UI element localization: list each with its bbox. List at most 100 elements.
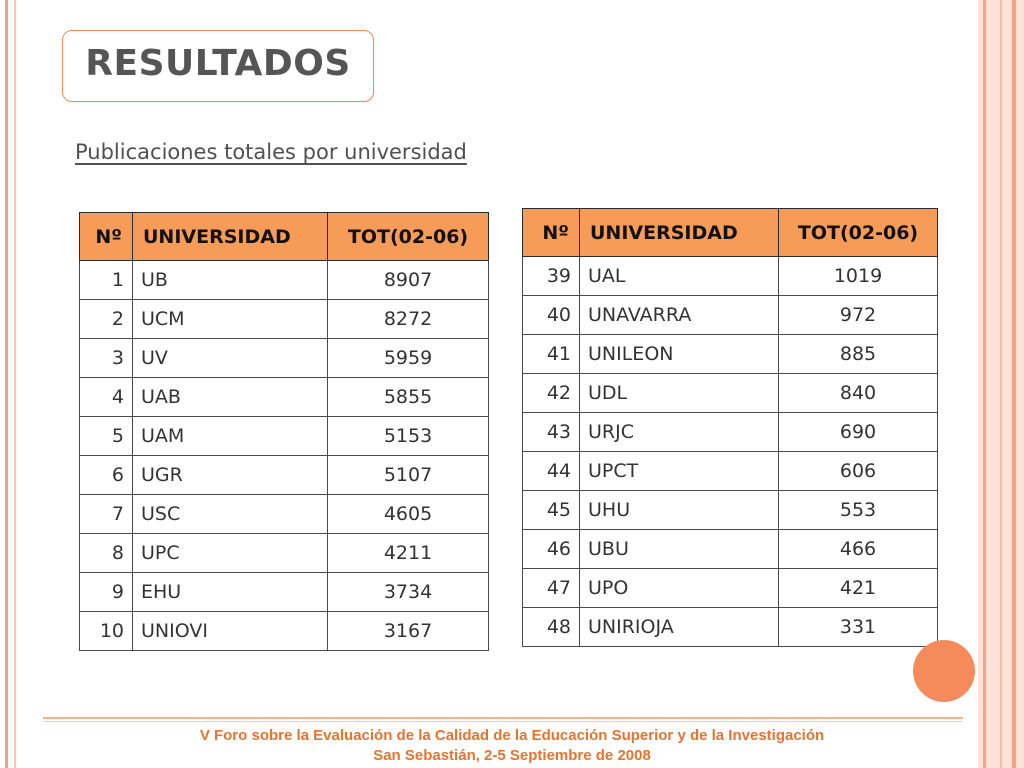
right-border-line (983, 0, 986, 768)
right-border-line (1012, 0, 1016, 768)
cell-university: UBU (579, 529, 779, 569)
cell-total: 331 (778, 607, 938, 647)
cell-total: 4605 (327, 494, 489, 534)
cell-number: 39 (522, 256, 580, 296)
cell-number: 6 (79, 455, 133, 495)
cell-number: 2 (79, 299, 133, 339)
cell-university: UNIRIOJA (579, 607, 779, 647)
table-row: 43 URJC 690 (522, 412, 938, 452)
table-body: 1 UB 8907 2 UCM 8272 3 UV 5959 4 UAB 5855 5 UAM 51… (79, 260, 489, 651)
table-body: 39 UAL 1019 40 UNAVARRA 972 41 UNILEON 885 42 U… (522, 256, 938, 647)
ranking-table-top: Nº UNIVERSIDAD TOT(02-06) 1 UB 8907 2 UCM 82… (79, 212, 489, 651)
cell-total: 421 (778, 568, 938, 608)
cell-number: 48 (522, 607, 580, 647)
table-row: 7 USC 4605 (79, 494, 489, 534)
title-box: RESULTADOS (62, 30, 374, 102)
table-row: 1 UB 8907 (79, 260, 489, 300)
cell-number: 41 (522, 334, 580, 374)
table-row: 48 UNIRIOJA 331 (522, 607, 938, 647)
header-university: UNIVERSIDAD (132, 212, 328, 261)
table-row: 47 UPO 421 (522, 568, 938, 608)
cell-university: EHU (132, 572, 328, 612)
cell-number: 44 (522, 451, 580, 491)
cell-total: 8272 (327, 299, 489, 339)
cell-university: UPC (132, 533, 328, 573)
table-row: 40 UNAVARRA 972 (522, 295, 938, 335)
table-row: 44 UPCT 606 (522, 451, 938, 491)
cell-university: UGR (132, 455, 328, 495)
header-university: UNIVERSIDAD (579, 208, 779, 257)
cell-university: UAB (132, 377, 328, 417)
slide-subtitle: Publicaciones totales por universidad (75, 140, 467, 164)
cell-university: UV (132, 338, 328, 378)
cell-number: 3 (79, 338, 133, 378)
cell-number: 10 (79, 611, 133, 651)
cell-number: 7 (79, 494, 133, 534)
cell-number: 40 (522, 295, 580, 335)
footer-divider (43, 721, 963, 722)
cell-number: 46 (522, 529, 580, 569)
cell-total: 5107 (327, 455, 489, 495)
cell-number: 5 (79, 416, 133, 456)
cell-total: 553 (778, 490, 938, 530)
cell-total: 5153 (327, 416, 489, 456)
header-total: TOT(02-06) (327, 212, 489, 261)
cell-number: 8 (79, 533, 133, 573)
cell-university: UPO (579, 568, 779, 608)
header-number: Nº (79, 212, 133, 261)
header-number: Nº (522, 208, 580, 257)
left-border-line (14, 0, 16, 768)
cell-university: UCM (132, 299, 328, 339)
cell-university: USC (132, 494, 328, 534)
table-row: 45 UHU 553 (522, 490, 938, 530)
table-row: 8 UPC 4211 (79, 533, 489, 573)
table-row: 10 UNIOVI 3167 (79, 611, 489, 651)
cell-number: 45 (522, 490, 580, 530)
table-row: 42 UDL 840 (522, 373, 938, 413)
right-border-line (1000, 0, 1002, 768)
ranking-table-bottom: Nº UNIVERSIDAD TOT(02-06) 39 UAL 1019 40 UN… (522, 208, 938, 647)
cell-university: UB (132, 260, 328, 300)
table-row: 5 UAM 5153 (79, 416, 489, 456)
cell-total: 4211 (327, 533, 489, 573)
footer-event-place-date: San Sebastián, 2-5 Septiembre de 2008 (373, 747, 651, 764)
slide-title: RESULTADOS (85, 43, 351, 84)
cell-university: UAL (579, 256, 779, 296)
cell-total: 690 (778, 412, 938, 452)
cell-total: 885 (778, 334, 938, 374)
cell-total: 606 (778, 451, 938, 491)
cell-university: UDL (579, 373, 779, 413)
header-total: TOT(02-06) (778, 208, 938, 257)
table-row: 4 UAB 5855 (79, 377, 489, 417)
table-row: 46 UBU 466 (522, 529, 938, 569)
cell-university: UNILEON (579, 334, 779, 374)
table-row: 2 UCM 8272 (79, 299, 489, 339)
cell-number: 9 (79, 572, 133, 612)
table-row: 6 UGR 5107 (79, 455, 489, 495)
cell-number: 47 (522, 568, 580, 608)
cell-university: UPCT (579, 451, 779, 491)
table-row: 41 UNILEON 885 (522, 334, 938, 374)
cell-total: 466 (778, 529, 938, 569)
footer-event-title: V Foro sobre la Evaluación de la Calidad… (199, 727, 825, 744)
cell-total: 3734 (327, 572, 489, 612)
cell-total: 3167 (327, 611, 489, 651)
cell-total: 8907 (327, 260, 489, 300)
cell-total: 840 (778, 373, 938, 413)
cell-number: 42 (522, 373, 580, 413)
table-row: 39 UAL 1019 (522, 256, 938, 296)
cell-university: UAM (132, 416, 328, 456)
cell-number: 43 (522, 412, 580, 452)
left-border-line (5, 0, 8, 768)
cell-number: 1 (79, 260, 133, 300)
cell-total: 1019 (778, 256, 938, 296)
table-header-row: Nº UNIVERSIDAD TOT(02-06) (522, 208, 938, 257)
cell-total: 972 (778, 295, 938, 335)
table-header-row: Nº UNIVERSIDAD TOT(02-06) (79, 212, 489, 261)
footer-divider (43, 717, 963, 719)
cell-university: URJC (579, 412, 779, 452)
cell-number: 4 (79, 377, 133, 417)
table-row: 9 EHU 3734 (79, 572, 489, 612)
cell-university: UHU (579, 490, 779, 530)
cell-university: UNIOVI (132, 611, 328, 651)
